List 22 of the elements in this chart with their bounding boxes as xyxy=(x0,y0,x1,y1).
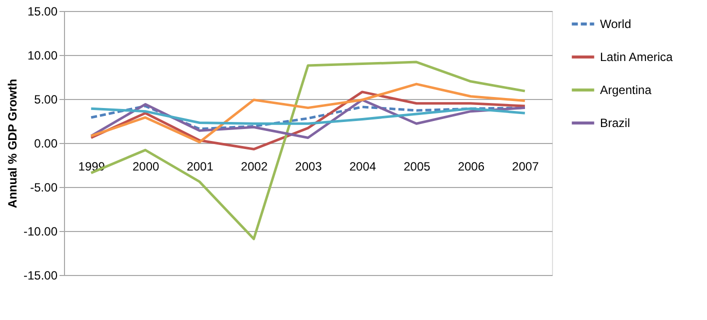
line-series xyxy=(90,107,526,125)
legend-label: Latin America xyxy=(600,50,674,64)
legend-label: World xyxy=(600,17,632,31)
x-tick-label: 2000 xyxy=(132,160,160,174)
y-tick-label: -15.00 xyxy=(23,268,58,282)
x-tick-label: 2004 xyxy=(349,160,376,174)
x-tick-label: 2003 xyxy=(295,160,322,174)
y-tick-label: -10.00 xyxy=(23,224,58,238)
y-tick-label: 0.00 xyxy=(34,136,58,150)
x-tick-label: 2007 xyxy=(512,160,540,174)
x-tick-label: 2001 xyxy=(186,160,214,174)
legend-label: Argentina xyxy=(600,83,652,97)
y-axis-title: Annual % GDP Growth xyxy=(5,78,20,208)
x-tick-label: 2002 xyxy=(240,160,268,174)
y-tick-label: 10.00 xyxy=(27,48,58,62)
x-tick-label: 2006 xyxy=(458,160,485,174)
x-tick-label: 2005 xyxy=(404,160,431,174)
y-tick-label: -5.00 xyxy=(30,180,58,194)
line-series xyxy=(90,82,526,144)
y-tick-label: 15.00 xyxy=(27,4,58,18)
legend-label: Brazil xyxy=(600,116,630,130)
y-tick-label: 5.00 xyxy=(34,92,58,106)
